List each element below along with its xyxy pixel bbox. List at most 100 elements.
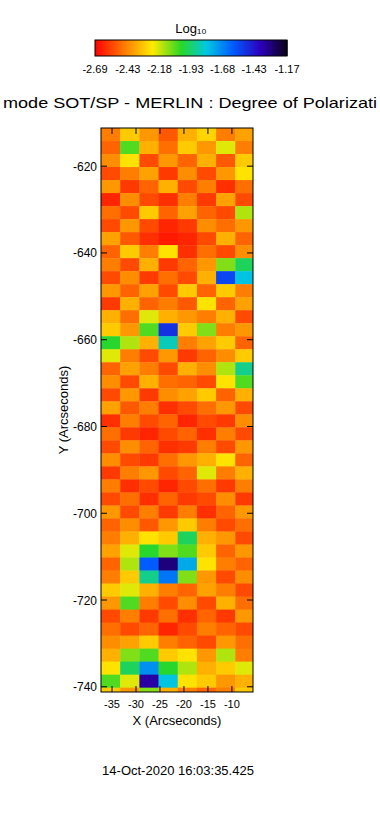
cell (197, 597, 217, 610)
cell (235, 245, 253, 258)
cell (178, 375, 198, 388)
cell (139, 492, 159, 505)
cell (216, 167, 236, 180)
cell (235, 597, 253, 610)
cell (178, 675, 198, 688)
cell (120, 271, 140, 284)
cell (216, 453, 236, 466)
cell (139, 388, 159, 401)
cell (197, 232, 217, 245)
cell (178, 558, 198, 571)
cell (159, 271, 179, 284)
cell (197, 688, 217, 692)
cell (159, 531, 179, 544)
cell (120, 531, 140, 544)
cell (159, 492, 179, 505)
cell (159, 310, 179, 323)
cell (178, 336, 198, 349)
cell (178, 466, 198, 479)
cell (235, 362, 253, 375)
cell (139, 167, 159, 180)
cell (216, 271, 236, 284)
plot-frame (101, 128, 253, 692)
cell (235, 466, 253, 479)
cell (139, 414, 159, 427)
cell (120, 571, 140, 584)
cell (178, 518, 198, 531)
x-tick (183, 128, 184, 134)
cell (159, 440, 179, 453)
cell (139, 284, 159, 297)
colorbar-tick-label: -1.93 (178, 63, 203, 75)
cell (235, 401, 253, 414)
cell (216, 531, 236, 544)
x-tick-label: -30 (128, 698, 144, 710)
cell (216, 180, 236, 193)
cell (178, 453, 198, 466)
cell (216, 245, 236, 258)
cell (159, 414, 179, 427)
cell (197, 492, 217, 505)
cell (101, 323, 121, 336)
cell (235, 128, 253, 141)
cell (197, 219, 217, 232)
cell (120, 427, 140, 440)
cell (216, 649, 236, 662)
cell (197, 571, 217, 584)
cell (197, 271, 217, 284)
x-tick (136, 128, 137, 134)
y-tick-label: -740 (73, 680, 97, 694)
cell (120, 584, 140, 597)
cell (120, 258, 140, 271)
cell (101, 349, 121, 362)
cell (178, 623, 198, 636)
cell (216, 440, 236, 453)
x-tick (159, 686, 160, 692)
cell (216, 505, 236, 518)
cell (120, 206, 140, 219)
cell (101, 662, 121, 675)
colorbar-frame (95, 40, 287, 56)
y-tick (247, 513, 253, 514)
cell (216, 479, 236, 492)
cell (178, 571, 198, 584)
cell (159, 141, 179, 154)
cell (139, 323, 159, 336)
x-tick-label: -20 (176, 698, 192, 710)
cell (159, 662, 179, 675)
cell (120, 362, 140, 375)
cell (101, 610, 121, 623)
cell (216, 636, 236, 649)
cell (159, 180, 179, 193)
cell (139, 219, 159, 232)
cell (235, 453, 253, 466)
cell (178, 401, 198, 414)
cell (197, 531, 217, 544)
y-tick (101, 513, 107, 514)
cell (235, 284, 253, 297)
cell (159, 154, 179, 167)
x-tick-label: -15 (200, 698, 216, 710)
cell (216, 518, 236, 531)
title: mode SOT/SP - MERLIN : Degree of Polariz… (3, 94, 377, 111)
cell (216, 232, 236, 245)
y-tick-label: -680 (73, 420, 97, 434)
cell (120, 193, 140, 206)
cell (197, 636, 217, 649)
cell (101, 180, 121, 193)
x-tick (207, 128, 208, 134)
cell (235, 518, 253, 531)
cell (101, 388, 121, 401)
x-tick (159, 128, 160, 134)
cell (197, 206, 217, 219)
cell (159, 453, 179, 466)
cell (178, 584, 198, 597)
cell (178, 440, 198, 453)
cell (101, 193, 121, 206)
cell (159, 401, 179, 414)
cell (178, 479, 198, 492)
y-tick (101, 339, 107, 340)
cell (159, 636, 179, 649)
y-tick (101, 166, 107, 167)
cell (216, 128, 236, 141)
